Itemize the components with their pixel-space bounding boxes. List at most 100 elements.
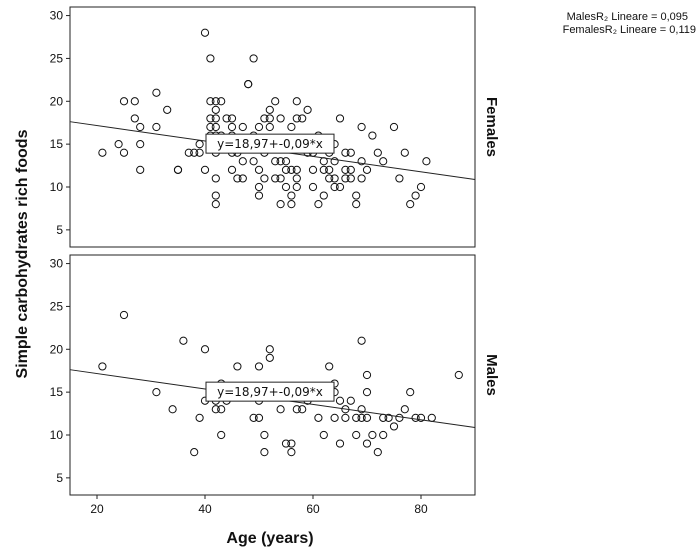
data-point [395, 413, 404, 422]
data-point [271, 174, 280, 183]
data-point [400, 148, 409, 157]
data-point [292, 405, 301, 414]
data-point [217, 97, 226, 106]
data-point [330, 157, 339, 166]
panel-frame [69, 254, 476, 496]
data-point [335, 114, 345, 123]
data-point [238, 174, 247, 183]
data-point [352, 200, 361, 209]
data-point [200, 28, 210, 37]
y-tick-label: 20 [50, 94, 64, 108]
data-point [368, 131, 377, 140]
data-point [292, 97, 301, 106]
equation-box [205, 133, 335, 154]
data-point [357, 122, 366, 132]
x-tick-label: 80 [414, 502, 428, 516]
data-point [411, 413, 420, 422]
y-tick-label: 30 [50, 257, 64, 271]
data-point [281, 182, 291, 192]
data-point [362, 165, 372, 174]
data-point [416, 413, 426, 422]
data-point [325, 165, 334, 174]
data-point [352, 191, 361, 200]
equation-label: y=18,97+-0,09*x [217, 385, 323, 399]
data-point [330, 413, 339, 422]
data-point [249, 54, 258, 63]
data-point [362, 439, 372, 448]
data-point [211, 405, 220, 414]
data-point [314, 200, 323, 209]
data-point [190, 148, 199, 157]
data-point [352, 413, 361, 422]
data-point [276, 174, 285, 183]
data-point [222, 114, 231, 123]
data-point [119, 148, 129, 157]
data-point [411, 191, 420, 200]
data-point [227, 114, 237, 123]
data-point [276, 200, 285, 209]
data-point [206, 114, 215, 123]
facet-label-males: Males [483, 354, 500, 396]
data-point [179, 336, 188, 345]
data-point [335, 396, 345, 405]
data-point [341, 165, 350, 174]
data-point [292, 114, 301, 123]
data-point [249, 413, 258, 422]
data-point [114, 140, 123, 149]
data-point [265, 345, 274, 354]
data-point [357, 174, 366, 183]
data-point [206, 122, 215, 132]
data-point [200, 165, 210, 174]
data-point [346, 396, 355, 405]
data-point [346, 148, 355, 157]
data-point [368, 430, 377, 440]
data-point [335, 182, 345, 192]
facet-label-females: Females [483, 97, 500, 157]
data-point [254, 362, 264, 371]
data-point [314, 413, 323, 422]
data-point [357, 405, 366, 414]
data-point [281, 157, 291, 166]
data-point [260, 430, 269, 440]
data-point [352, 430, 361, 440]
data-point [98, 148, 107, 157]
data-point [217, 405, 226, 414]
data-point [373, 148, 382, 157]
data-point [227, 122, 237, 132]
data-point [384, 413, 393, 422]
data-point [265, 105, 274, 114]
data-point [319, 165, 328, 174]
data-point [357, 157, 366, 166]
y-tick-label: 15 [50, 385, 64, 399]
data-point [168, 405, 177, 414]
y-tick-label: 10 [50, 428, 64, 442]
data-point [303, 105, 312, 114]
data-point [292, 165, 301, 174]
data-point [195, 413, 204, 422]
data-point [152, 88, 161, 97]
data-point [98, 362, 107, 371]
data-point [319, 430, 328, 440]
data-point [341, 148, 350, 157]
data-point [341, 413, 350, 422]
x-tick-label: 60 [306, 502, 320, 516]
data-point [119, 310, 129, 320]
data-point [276, 405, 285, 414]
data-point [260, 114, 269, 123]
data-point [130, 97, 139, 106]
data-point [319, 191, 328, 200]
x-tick-label: 20 [90, 502, 104, 516]
data-point [254, 165, 264, 174]
data-point [260, 174, 269, 183]
data-point [346, 174, 355, 183]
data-point [265, 122, 274, 132]
r-squared-males: MalesR₂ Lineare = 0,095 [567, 11, 688, 23]
y-tick-label: 25 [50, 299, 64, 313]
data-point [422, 157, 431, 166]
data-point [136, 122, 145, 132]
data-point [454, 370, 463, 380]
data-point [227, 165, 237, 174]
data-point [254, 122, 264, 132]
panel-frame [69, 6, 476, 248]
